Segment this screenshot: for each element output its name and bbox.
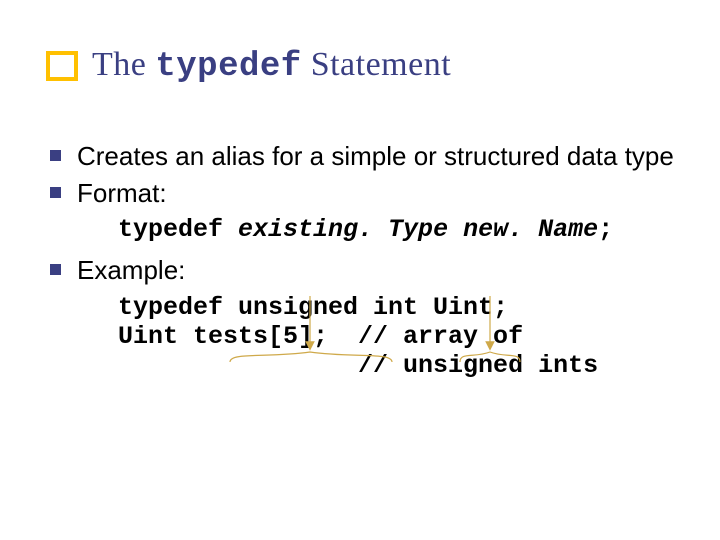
bullet-text: Format: [77, 177, 167, 210]
arg-existing-type: existing. Type [238, 215, 463, 244]
title-code: typedef [155, 48, 301, 86]
example-code-block: typedef unsigned int Uint; Uint tests[5]… [118, 293, 680, 380]
bullet-item: Format: [50, 177, 680, 210]
bullet-item: Creates an alias for a simple or structu… [50, 140, 680, 173]
title-accent-square [46, 51, 78, 81]
example-code-line-2: Uint tests[5]; // array of [118, 322, 680, 351]
bullet-square-icon [50, 264, 61, 275]
title-text: The typedef Statement [92, 46, 451, 86]
bullet-item: Example: [50, 254, 680, 287]
format-code-block: typedef existing. Type new. Name; [118, 215, 680, 244]
semicolon: ; [598, 215, 613, 244]
arg-new-name: new. Name [463, 215, 598, 244]
bullet-text: Example: [77, 254, 185, 287]
example-code-line-1: typedef unsigned int Uint; [118, 293, 680, 322]
bullet-square-icon [50, 187, 61, 198]
title-prefix: The [92, 46, 155, 83]
bullet-text: Creates an alias for a simple or structu… [77, 140, 674, 173]
slide-title: The typedef Statement [46, 46, 451, 86]
content-area: Creates an alias for a simple or structu… [50, 140, 680, 380]
bullet-square-icon [50, 150, 61, 161]
title-suffix: Statement [302, 46, 451, 83]
format-code-line: typedef existing. Type new. Name; [118, 215, 680, 244]
example-code-line-3: // unsigned ints [118, 351, 680, 380]
kw-typedef: typedef [118, 215, 238, 244]
